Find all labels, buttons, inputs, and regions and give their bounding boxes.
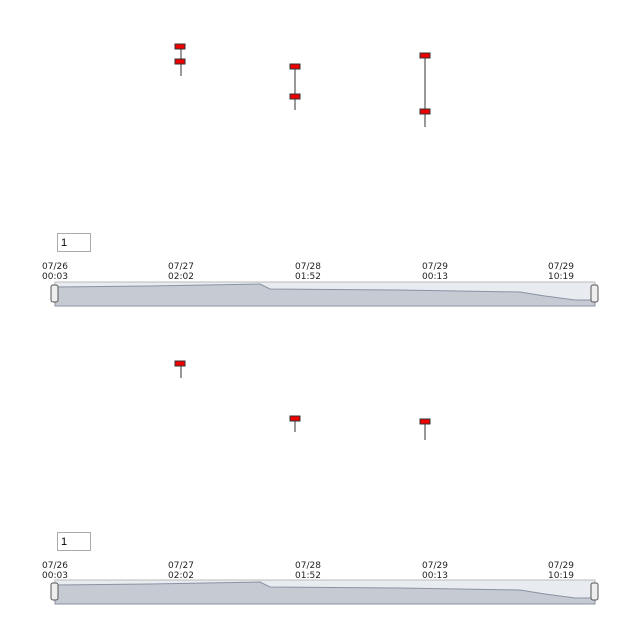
navigator[interactable] [50, 579, 599, 605]
x-tick-label: 07/27 02:02 [168, 262, 194, 282]
navigator[interactable] [50, 281, 599, 307]
x-tick-label: 07/29 00:13 [422, 561, 448, 581]
zoom-input[interactable]: 1 [57, 532, 91, 551]
decorations [50, 43, 599, 605]
x-tick-label: 07/29 10:19 [548, 262, 574, 282]
flag [174, 43, 431, 440]
x-tick-label: 07/26 00:03 [42, 561, 68, 581]
x-tick-label: 07/29 00:13 [422, 262, 448, 282]
x-tick-label: 07/28 01:52 [295, 561, 321, 581]
x-tick-label: 07/26 00:03 [42, 262, 68, 282]
x-tick-label: 07/27 02:02 [168, 561, 194, 581]
x-tick-label: 07/29 10:19 [548, 561, 574, 581]
x-tick-label: 07/28 01:52 [295, 262, 321, 282]
zoom-input[interactable]: 1 [57, 233, 91, 252]
